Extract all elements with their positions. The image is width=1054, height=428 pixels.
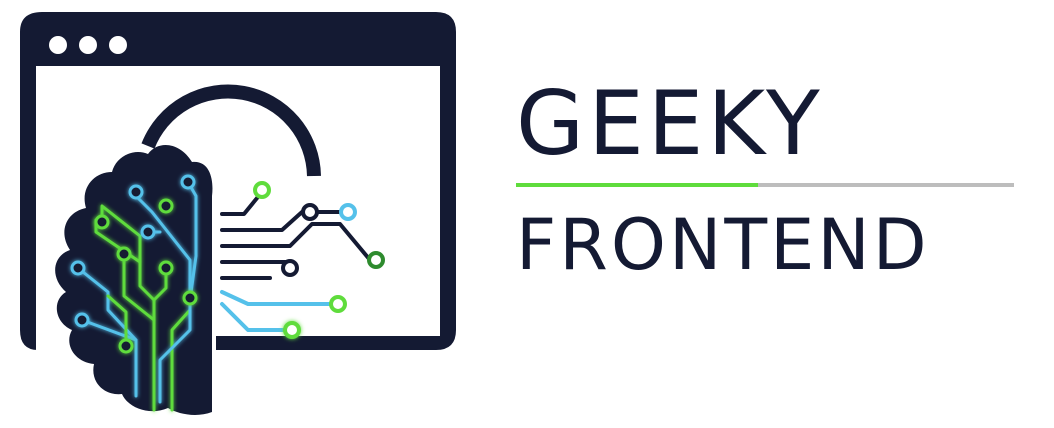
divider	[516, 183, 1014, 187]
divider-rest	[758, 183, 1014, 187]
brand-name-line-2: FRONTEND	[516, 204, 930, 286]
brand-name-line-1: GEEKY	[516, 72, 824, 175]
divider-accent	[516, 183, 758, 187]
browser-brain-logo-icon	[20, 12, 456, 415]
wordmark: GEEKY FRONTEND	[510, 70, 1030, 310]
arc-icon	[141, 84, 321, 177]
